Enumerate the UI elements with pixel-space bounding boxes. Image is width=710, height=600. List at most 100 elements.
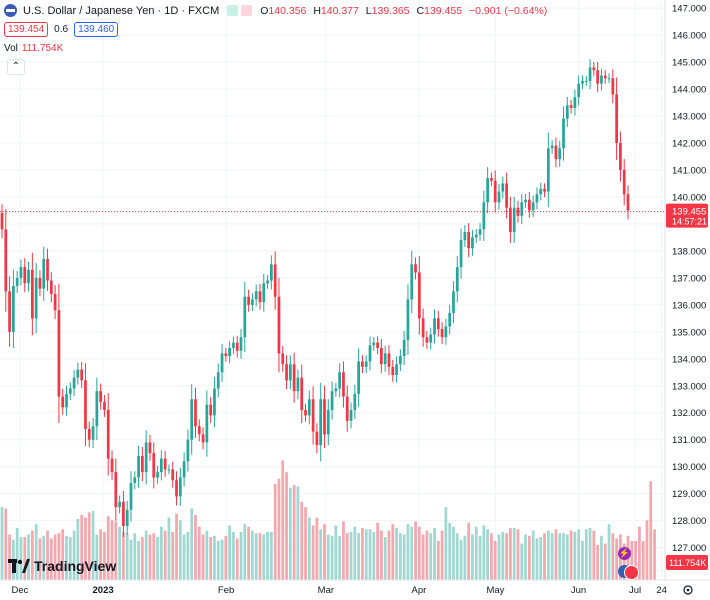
volume-bar bbox=[285, 472, 288, 580]
volume-bar bbox=[353, 526, 357, 580]
price-tick-label: 147.000 bbox=[672, 4, 706, 15]
volume-bar bbox=[398, 533, 402, 580]
candle bbox=[501, 176, 505, 199]
volume-bar bbox=[91, 511, 95, 580]
volume-bar bbox=[201, 534, 205, 580]
candle bbox=[448, 304, 452, 335]
volume-bar bbox=[592, 530, 596, 580]
candle bbox=[326, 399, 330, 446]
symbol-title[interactable]: U.S. Dollar / Japanese Yen · 1D · FXCM bbox=[23, 4, 220, 17]
us-flag-event-icon[interactable] bbox=[624, 565, 639, 580]
volume-bar bbox=[281, 460, 285, 580]
candle bbox=[554, 137, 558, 168]
candle bbox=[190, 384, 194, 455]
candle bbox=[307, 390, 311, 425]
time-axis[interactable]: Dec 2023 Feb Mar Apr May Jun Jul 24 bbox=[11, 585, 666, 596]
candle bbox=[372, 337, 376, 351]
volume-bar bbox=[186, 531, 190, 580]
tradingview-logo[interactable]: TradingView bbox=[8, 558, 116, 574]
chart-grid bbox=[0, 0, 665, 580]
candle bbox=[262, 273, 266, 312]
change-value: −0.901 (−0.64%) bbox=[469, 4, 548, 17]
buy-button[interactable]: 139.460 bbox=[74, 22, 119, 37]
market-status-icon[interactable] bbox=[241, 5, 253, 16]
volume-bar bbox=[334, 525, 338, 580]
collapse-legend-button[interactable]: ⌃ bbox=[7, 59, 25, 75]
candle bbox=[133, 471, 137, 490]
volume-bar bbox=[478, 535, 482, 580]
trade-row: 139.454 0.6 139.460 bbox=[4, 22, 119, 37]
candle bbox=[277, 277, 281, 373]
volume-bar bbox=[304, 507, 307, 580]
candle bbox=[535, 187, 539, 210]
candle bbox=[342, 361, 345, 408]
candle bbox=[12, 269, 15, 349]
volume-bar bbox=[463, 535, 467, 580]
market-status-icons[interactable] bbox=[227, 5, 253, 16]
candle bbox=[23, 258, 27, 293]
volume-bar bbox=[342, 521, 345, 580]
volume-label[interactable]: Vol bbox=[4, 43, 18, 54]
volume-bar bbox=[80, 515, 84, 580]
candle bbox=[569, 99, 573, 114]
candle bbox=[626, 185, 630, 220]
candle bbox=[478, 223, 482, 241]
volume-bar bbox=[444, 507, 448, 580]
time-tick-label: Dec bbox=[11, 585, 28, 596]
price-tick-label: 133.000 bbox=[672, 381, 706, 392]
volume-bar bbox=[72, 530, 76, 580]
settings-gear-icon[interactable] bbox=[683, 585, 693, 595]
lightning-icon[interactable]: ⚡ bbox=[618, 547, 631, 560]
price-tick-label: 131.000 bbox=[672, 435, 706, 446]
price-tick-label: 138.000 bbox=[672, 246, 706, 257]
candle bbox=[565, 96, 569, 127]
last-volume-tag bbox=[666, 555, 708, 570]
volume-bar bbox=[615, 538, 618, 580]
candle bbox=[603, 70, 607, 84]
candle bbox=[152, 442, 156, 489]
candle bbox=[4, 208, 8, 312]
candle bbox=[209, 397, 213, 423]
market-open-icon[interactable] bbox=[227, 5, 239, 16]
candle bbox=[106, 393, 110, 476]
us-flag-icon bbox=[4, 4, 17, 17]
volume-bar bbox=[383, 537, 387, 580]
price-tick-label: 142.000 bbox=[672, 138, 706, 149]
volume-bar bbox=[546, 530, 550, 580]
candle bbox=[524, 194, 527, 208]
volume-bar bbox=[391, 524, 395, 580]
volume-bar bbox=[368, 529, 372, 580]
candle bbox=[220, 343, 224, 382]
volume-bar bbox=[213, 535, 216, 580]
candle bbox=[482, 190, 486, 241]
candle bbox=[201, 427, 205, 450]
volume-bar bbox=[232, 531, 235, 580]
volume-bar bbox=[19, 537, 23, 580]
volume-bar bbox=[49, 538, 53, 580]
price-tick-label: 127.000 bbox=[672, 543, 706, 554]
volume-bar bbox=[266, 531, 269, 580]
volume-bar bbox=[376, 522, 379, 580]
time-tick-label: 24 bbox=[656, 585, 667, 596]
candle bbox=[395, 356, 398, 383]
volume-bar bbox=[65, 535, 68, 580]
volume-bar bbox=[440, 530, 444, 580]
volume-bar bbox=[357, 533, 360, 580]
time-tick-label: Apr bbox=[412, 585, 427, 596]
volume-bar bbox=[4, 508, 8, 580]
volume-bar bbox=[129, 539, 133, 580]
sell-button[interactable]: 139.454 bbox=[4, 22, 49, 37]
price-tick-label: 130.000 bbox=[672, 462, 706, 473]
price-axis[interactable]: 127.000 128.000 129.000 130.000 131.000 132.0… bbox=[672, 4, 706, 555]
candle bbox=[8, 276, 11, 347]
candle bbox=[345, 385, 349, 432]
candle bbox=[452, 281, 455, 324]
candle bbox=[228, 341, 232, 363]
candle bbox=[471, 229, 474, 256]
volume-bar bbox=[34, 524, 38, 580]
volume-bar bbox=[307, 517, 311, 580]
volume-bar bbox=[163, 530, 167, 580]
candle bbox=[285, 355, 288, 390]
volume-bar bbox=[550, 533, 554, 580]
